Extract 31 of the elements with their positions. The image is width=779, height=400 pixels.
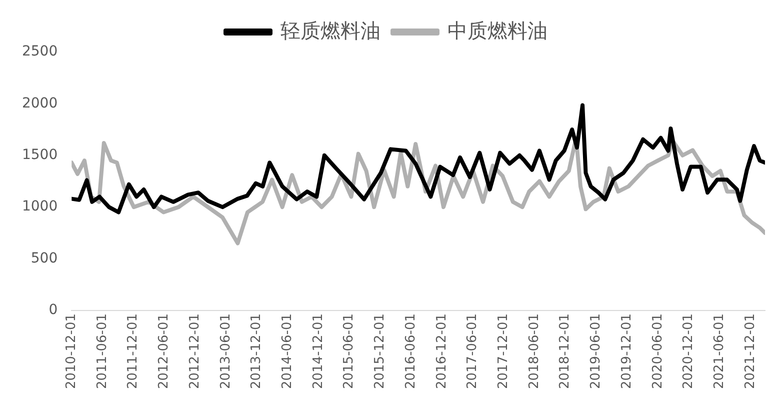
x-tick-label: 2019-06-01: [588, 313, 604, 390]
y-tick-label: 500: [30, 250, 58, 266]
x-tick-label: 2011-06-01: [94, 313, 110, 390]
x-tick-label: 2021-06-01: [712, 313, 727, 390]
x-tick-label: 2018-06-01: [526, 313, 542, 390]
x-tick-label: 2021-12-01: [742, 313, 758, 390]
x-tick-label: 2020-12-01: [681, 313, 696, 390]
x-tick-label: 2019-12-01: [619, 313, 634, 390]
x-tick-label: 2018-12-01: [558, 313, 573, 390]
x-tick-label: 2010-12-01: [64, 313, 80, 390]
x-tick-label: 2016-12-01: [434, 313, 450, 390]
y-tick-label: 1500: [22, 147, 58, 164]
x-tick-label: 2017-12-01: [496, 313, 512, 390]
x-tick-label: 2017-06-01: [465, 313, 480, 390]
x-tick-label: 2012-12-01: [188, 313, 203, 390]
x-tick-label: 2015-12-01: [372, 313, 388, 390]
legend-label: 中质燃料油: [448, 20, 548, 42]
x-tick-label: 2013-12-01: [249, 313, 264, 390]
x-tick-label: 2015-06-01: [342, 313, 357, 390]
x-tick-label: 2011-12-01: [126, 313, 141, 390]
y-tick-label: 2500: [22, 44, 58, 60]
x-tick-label: 2012-06-01: [156, 313, 172, 390]
x-tick-label: 2013-06-01: [218, 313, 234, 390]
y-tick-label: 1000: [22, 198, 58, 215]
legend-label: 轻质燃料油: [280, 20, 380, 42]
x-tick-label: 2016-06-01: [403, 313, 418, 390]
x-tick-label: 2020-06-01: [650, 313, 666, 390]
y-tick-label: 0: [48, 302, 58, 318]
x-tick-label: 2014-12-01: [310, 313, 326, 390]
y-tick-label: 2000: [22, 95, 58, 112]
x-tick-label: 2014-06-01: [280, 313, 295, 390]
